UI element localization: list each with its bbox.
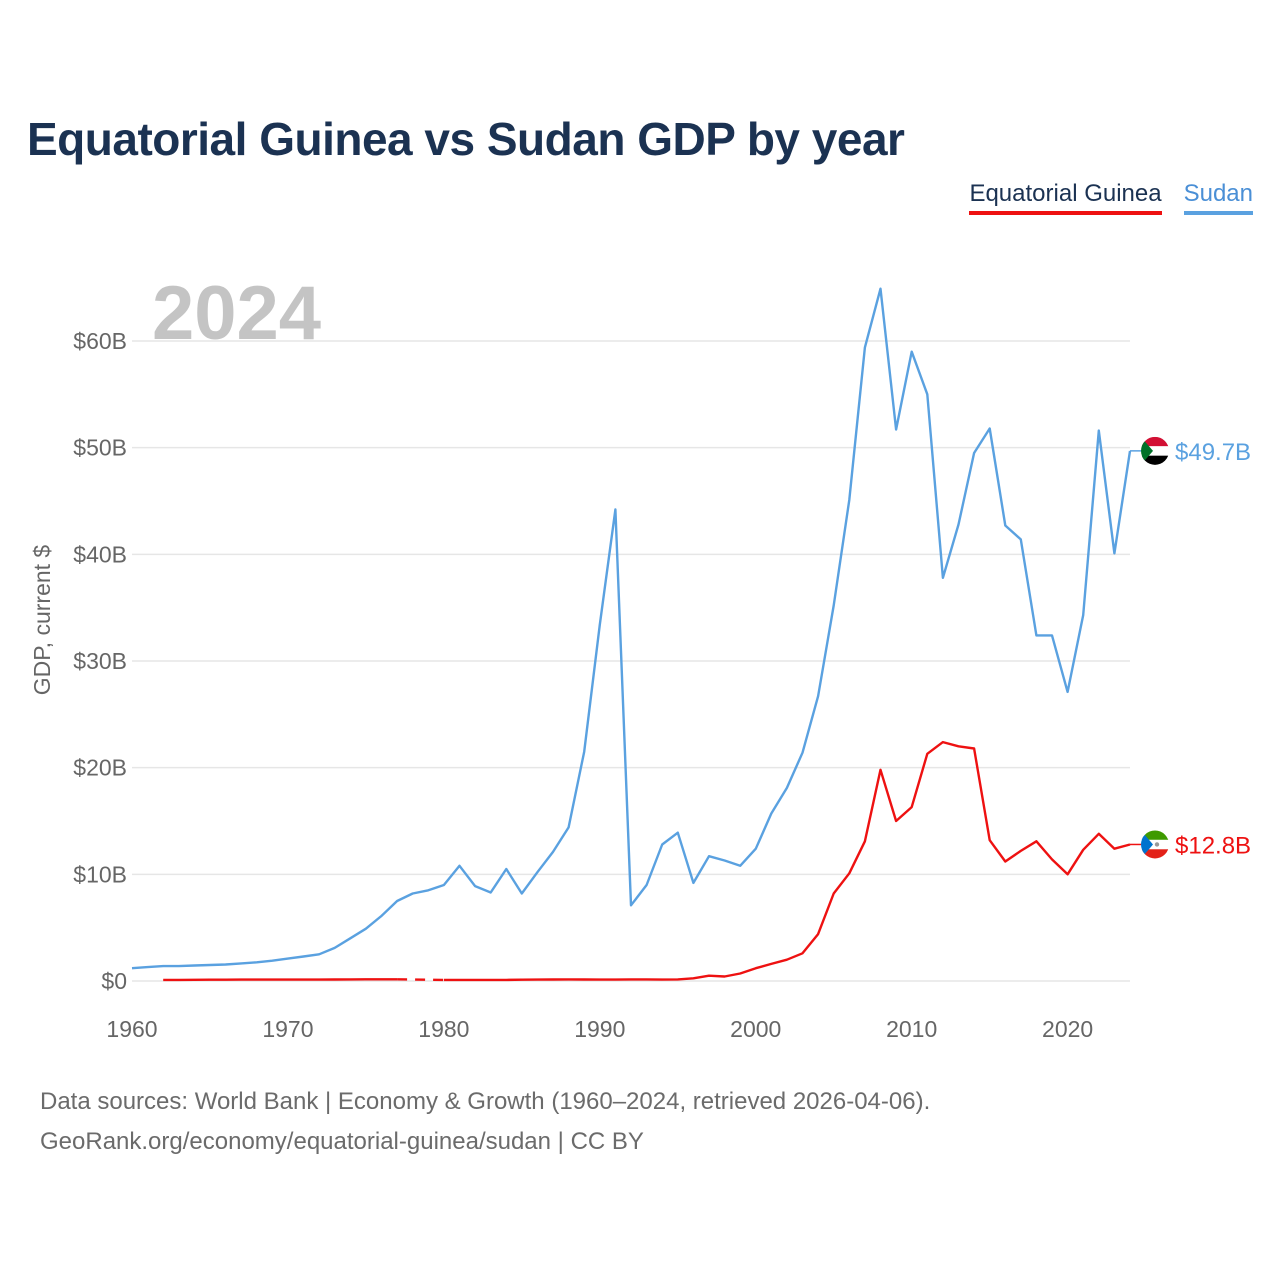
source-line-2[interactable]: GeoRank.org/economy/equatorial-guinea/su… <box>40 1128 644 1155</box>
series-line-equatorial-guinea <box>443 740 1131 982</box>
source-line-1: Data sources: World Bank | Economy & Gro… <box>40 1088 931 1115</box>
y-tick-label: $20B <box>73 755 127 781</box>
y-axis-label: GDP, current $ <box>29 545 55 696</box>
page-title: Equatorial Guinea vs Sudan GDP by year <box>27 113 905 165</box>
y-tick-label: $30B <box>73 648 127 674</box>
x-tick-label: 2000 <box>730 1016 781 1042</box>
y-tick-label: $50B <box>73 435 127 461</box>
equatorial-guinea-flag-icon <box>1141 830 1169 859</box>
x-tick-label: 1970 <box>262 1016 313 1042</box>
end-value-label: $49.7B <box>1175 439 1251 466</box>
y-tick-label: $40B <box>73 541 127 567</box>
series-line-sudan <box>131 287 1132 970</box>
legend-item-sudan[interactable]: Sudan <box>1183 180 1253 215</box>
series-line-equatorial-guinea <box>163 978 398 982</box>
legend-item-equatorial-guinea[interactable]: Equatorial Guinea <box>969 180 1162 215</box>
sudan-flag-icon <box>1141 436 1169 465</box>
x-tick-label: 2010 <box>886 1016 937 1042</box>
year-label: 2024 <box>152 271 321 356</box>
data-source-note: Data sources: World Bank | Economy & Gro… <box>40 1082 930 1162</box>
y-tick-label: $60B <box>73 328 127 354</box>
x-tick-label: 2020 <box>1042 1016 1093 1042</box>
end-value-label: $12.8B <box>1175 832 1251 859</box>
legend: Equatorial Guinea Sudan <box>969 180 1253 215</box>
y-tick-label: $0 <box>101 968 127 994</box>
series-gap-equatorial-guinea <box>397 978 444 982</box>
x-tick-label: 1980 <box>418 1016 469 1042</box>
y-tick-label: $10B <box>73 861 127 887</box>
x-tick-label: 1990 <box>574 1016 625 1042</box>
x-tick-label: 1960 <box>106 1016 157 1042</box>
